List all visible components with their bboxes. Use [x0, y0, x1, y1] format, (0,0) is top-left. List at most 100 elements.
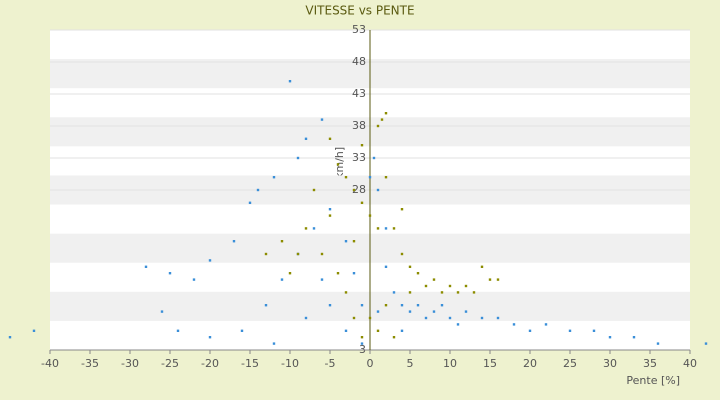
point — [360, 304, 364, 307]
point — [264, 304, 268, 307]
point — [496, 316, 500, 320]
point — [272, 342, 276, 345]
point — [320, 118, 324, 121]
x-tick-label: 30 — [603, 357, 617, 370]
point — [288, 80, 292, 83]
point — [424, 284, 428, 288]
point — [400, 304, 404, 307]
point — [376, 124, 380, 128]
point — [392, 336, 396, 339]
x-tick-label: -15 — [241, 357, 259, 370]
x-tick-label: -40 — [41, 357, 59, 370]
y-tick-label: 38 — [352, 119, 366, 132]
point — [328, 208, 332, 211]
point — [568, 329, 572, 332]
x-tick-label: 20 — [523, 357, 537, 370]
point — [656, 342, 660, 345]
point — [360, 144, 364, 147]
point — [464, 310, 468, 313]
point — [408, 310, 412, 313]
point — [400, 252, 404, 256]
point — [440, 291, 444, 294]
y-tick-label: 53 — [352, 23, 366, 36]
point — [320, 278, 324, 281]
point — [400, 329, 404, 332]
y-tick-label: 33 — [352, 151, 366, 164]
point — [592, 329, 596, 332]
x-tick-label: 10 — [443, 357, 457, 370]
point — [280, 278, 284, 281]
point — [32, 329, 36, 332]
x-tick-label: -35 — [81, 357, 99, 370]
x-tick-label: 25 — [563, 357, 577, 370]
point — [424, 316, 428, 320]
point — [384, 176, 388, 179]
point — [336, 163, 340, 166]
point — [328, 214, 332, 217]
point — [392, 291, 396, 294]
point — [168, 272, 172, 275]
y-tick-label: 43 — [352, 87, 366, 100]
point — [704, 342, 708, 345]
point — [312, 227, 316, 230]
point — [176, 329, 180, 332]
point — [512, 323, 516, 326]
point — [480, 316, 484, 320]
point — [344, 176, 348, 179]
point — [608, 336, 612, 339]
point — [384, 265, 388, 268]
point — [360, 201, 364, 204]
point — [304, 316, 308, 320]
point — [360, 342, 364, 345]
point — [392, 227, 396, 230]
point — [480, 265, 484, 268]
y-axis-label: [km/h] — [333, 147, 346, 183]
point — [8, 336, 12, 339]
point — [208, 259, 212, 262]
point — [296, 252, 300, 256]
point — [380, 118, 384, 121]
point — [544, 323, 548, 326]
point — [456, 291, 460, 294]
point — [304, 137, 308, 140]
point — [376, 329, 380, 332]
point — [472, 291, 476, 294]
point — [160, 310, 164, 313]
x-tick-label: 35 — [643, 357, 657, 370]
point — [352, 240, 356, 243]
point — [240, 329, 244, 332]
x-tick-label: -25 — [161, 357, 179, 370]
point — [344, 329, 348, 332]
point — [400, 208, 404, 211]
point — [416, 272, 420, 275]
point — [144, 265, 148, 268]
point — [440, 304, 444, 307]
point — [384, 227, 388, 230]
point — [456, 323, 460, 326]
point — [464, 284, 468, 288]
point — [312, 188, 316, 192]
point — [248, 201, 252, 204]
point — [432, 310, 436, 313]
x-tick-label: -20 — [201, 357, 219, 370]
point — [372, 156, 376, 160]
point — [496, 278, 500, 281]
point — [272, 176, 276, 179]
point — [296, 156, 300, 160]
point — [232, 240, 236, 243]
point — [368, 176, 372, 179]
point — [320, 252, 324, 256]
x-tick-label: 0 — [367, 357, 374, 370]
point — [376, 188, 380, 192]
point — [408, 291, 412, 294]
point — [328, 137, 332, 140]
x-tick-label: -10 — [281, 357, 299, 370]
x-axis-label: Pente [%] — [626, 374, 680, 387]
point — [336, 272, 340, 275]
y-tick-label: 28 — [352, 183, 366, 196]
point — [344, 291, 348, 294]
point — [368, 214, 372, 217]
point — [344, 240, 348, 243]
